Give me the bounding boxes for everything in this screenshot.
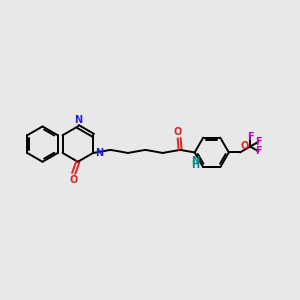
Text: O: O — [241, 141, 249, 151]
Text: F: F — [255, 146, 262, 156]
Text: F: F — [247, 132, 253, 142]
Text: H: H — [191, 160, 199, 170]
Text: N: N — [74, 115, 82, 125]
Text: N: N — [95, 148, 103, 158]
Text: N: N — [191, 156, 199, 166]
Text: O: O — [174, 127, 182, 137]
Text: O: O — [70, 176, 78, 185]
Text: F: F — [255, 137, 262, 147]
